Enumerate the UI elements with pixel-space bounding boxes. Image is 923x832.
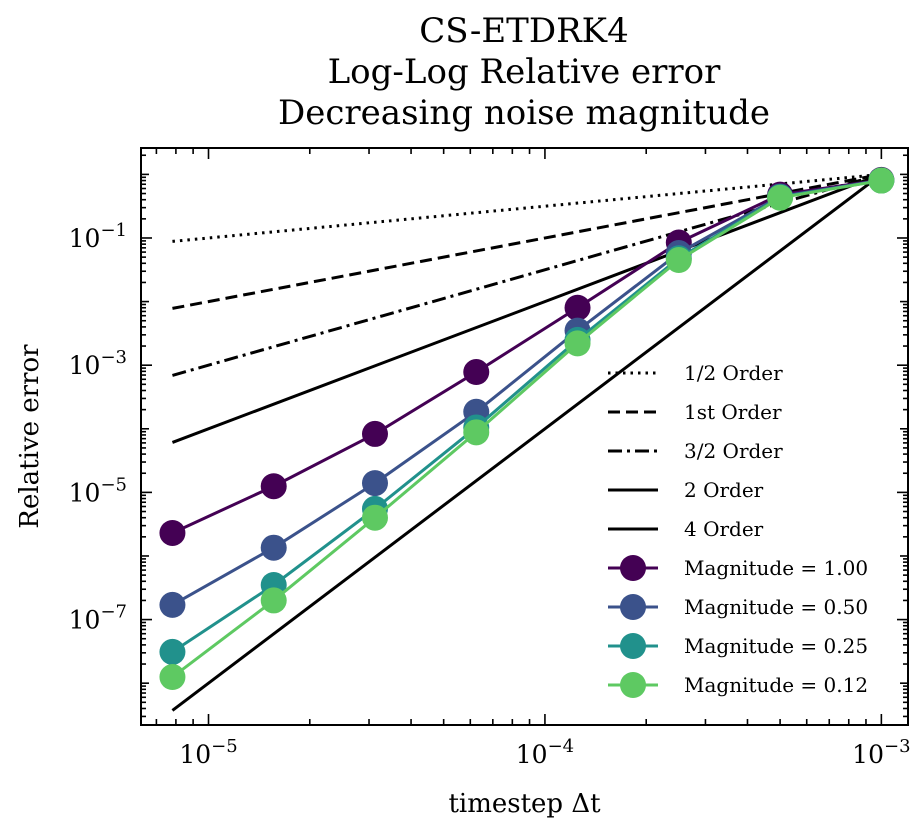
- x-axis-label: timestep Δt: [448, 789, 601, 819]
- reference-line-5: [171, 173, 883, 712]
- title-line-3: Decreasing noise magnitude: [278, 93, 770, 133]
- data-point: [665, 247, 692, 274]
- data-point: [159, 591, 186, 618]
- data-point: [463, 419, 490, 446]
- series-line: [171, 178, 882, 535]
- y-axis-label: Relative error: [15, 344, 45, 529]
- data-point: [159, 638, 186, 665]
- legend-entry: 1/2 Order: [608, 361, 783, 385]
- title-line-2: Log-Log Relative error: [328, 52, 722, 92]
- data-series: [159, 166, 895, 691]
- axis-ticks: [141, 148, 908, 725]
- legend-label: 1st Order: [684, 400, 782, 424]
- legend: 1/2 Order 1st Order 3/2 Order 2 Order 4 Orde…: [608, 361, 868, 698]
- data-point: [361, 420, 388, 447]
- y-tick-label: 10−7: [69, 602, 127, 635]
- legend-marker: [620, 633, 646, 659]
- data-point: [159, 664, 186, 691]
- legend-label: Magnitude = 0.50: [684, 595, 868, 619]
- legend-label: 3/2 Order: [684, 439, 783, 463]
- legend-entry: Magnitude = 0.12: [608, 672, 868, 698]
- legend-marker: [620, 594, 646, 620]
- legend-entry: Magnitude = 1.00: [608, 555, 868, 581]
- legend-entry: Magnitude = 0.50: [608, 594, 868, 620]
- x-tick-label: 10−3: [852, 736, 910, 769]
- legend-entry: 2 Order: [608, 478, 764, 502]
- data-point: [260, 534, 287, 561]
- axis-tick-labels: 10−5 10−4 10−3 10−7 10−5 10−3 10−1: [69, 220, 911, 769]
- legend-label: Magnitude = 0.25: [684, 634, 868, 658]
- data-point: [463, 359, 490, 386]
- series-1: [159, 166, 895, 546]
- x-tick-label: 10−4: [516, 736, 574, 769]
- y-tick-label: 10−1: [69, 220, 127, 253]
- reference-line-4: [171, 172, 882, 444]
- legend-label: 1/2 Order: [684, 361, 783, 385]
- legend-entry: 1st Order: [608, 400, 782, 424]
- legend-marker: [620, 555, 646, 581]
- legend-entry: 4 Order: [608, 517, 764, 541]
- y-tick-label: 10−3: [69, 347, 127, 380]
- data-point: [260, 473, 287, 500]
- data-point: [868, 167, 895, 194]
- series-2: [159, 167, 895, 618]
- series-line: [171, 179, 882, 679]
- data-point: [159, 519, 186, 546]
- y-tick-label: 10−5: [69, 474, 127, 507]
- reference-line-2: [172, 172, 882, 310]
- title-line-1: CS-ETDRK4: [419, 11, 628, 51]
- legend-label: 2 Order: [684, 478, 764, 502]
- legend-entry: Magnitude = 0.25: [608, 633, 868, 659]
- data-point: [767, 184, 794, 211]
- series-4: [159, 167, 895, 691]
- plot-frame: [140, 147, 909, 726]
- data-point: [564, 330, 591, 357]
- reference-line-1: [172, 172, 882, 243]
- legend-label: 4 Order: [684, 517, 764, 541]
- data-point: [361, 504, 388, 531]
- data-point: [260, 587, 287, 614]
- legend-entry: 3/2 Order: [608, 439, 783, 463]
- data-point: [564, 294, 591, 321]
- data-point: [361, 470, 388, 497]
- x-tick-label: 10−5: [179, 736, 237, 769]
- legend-label: Magnitude = 1.00: [684, 556, 868, 580]
- legend-marker: [620, 672, 646, 698]
- legend-label: Magnitude = 0.12: [684, 673, 868, 697]
